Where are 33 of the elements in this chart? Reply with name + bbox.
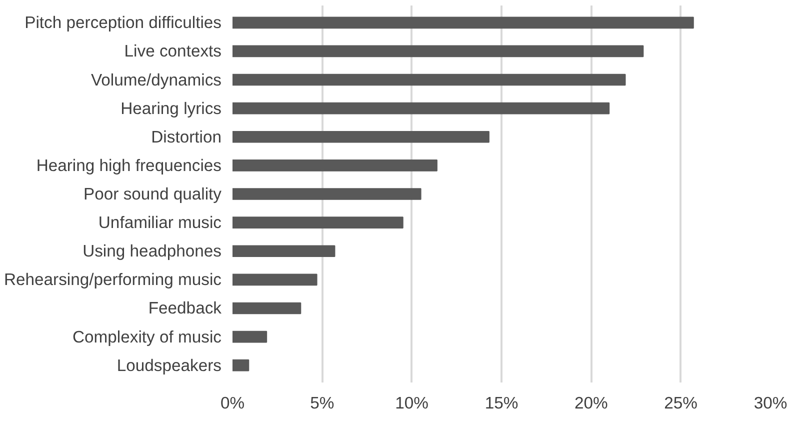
bar [232,74,626,86]
y-tick-label: Live contexts [124,42,222,61]
bar [232,45,644,58]
bar [232,216,404,228]
y-tick-label: Poor sound quality [84,184,222,204]
bar [232,130,490,143]
bar [232,102,610,114]
bar [232,160,438,172]
bar [232,302,302,314]
x-tick-label: 30% [754,394,788,412]
x-tick-label: 20% [574,394,608,412]
x-tick-label: 25% [664,394,698,412]
bar [232,245,336,258]
x-tick-label: 10% [395,394,429,412]
y-tick-label: Loudspeakers [116,356,222,375]
y-tick-label: Pitch perception difficulties [24,13,222,32]
y-tick-label: Rehearsing/performing music [4,270,222,290]
y-tick-label: Unfamiliar music [98,213,222,232]
x-tick-label: 5% [310,394,334,412]
y-tick-label: Feedback [148,298,222,318]
bar [232,16,694,29]
x-tick-label: 15% [484,394,518,412]
y-tick-label: Complexity of music [72,327,222,346]
y-tick-label: Volume/dynamics [90,70,222,90]
y-tick-label: Hearing lyrics [120,98,222,118]
bar [232,274,318,286]
y-tick-label: Using headphones [82,242,222,261]
x-tick-label: 0% [220,394,245,412]
bar [232,359,250,372]
bar [232,330,268,343]
y-tick-label: Hearing high frequencies [36,156,222,175]
y-tick-label: Distortion [151,127,222,146]
bar [232,188,422,200]
